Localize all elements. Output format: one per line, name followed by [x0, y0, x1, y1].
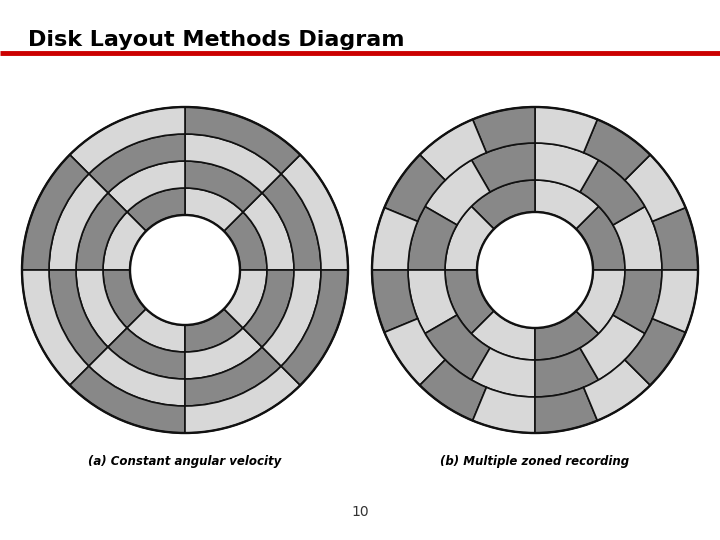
Wedge shape	[262, 174, 321, 270]
Wedge shape	[576, 270, 625, 334]
Wedge shape	[22, 270, 89, 385]
Wedge shape	[70, 366, 185, 433]
Wedge shape	[282, 155, 348, 270]
Wedge shape	[49, 270, 108, 366]
Wedge shape	[584, 360, 650, 421]
Wedge shape	[625, 319, 685, 385]
Wedge shape	[384, 319, 445, 385]
Wedge shape	[76, 270, 127, 347]
Wedge shape	[49, 174, 108, 270]
Wedge shape	[613, 206, 662, 270]
Wedge shape	[108, 328, 185, 379]
Wedge shape	[445, 270, 494, 334]
Wedge shape	[185, 347, 282, 406]
Wedge shape	[282, 270, 348, 385]
Wedge shape	[103, 270, 146, 328]
Wedge shape	[224, 270, 267, 328]
Wedge shape	[185, 366, 300, 433]
Wedge shape	[535, 143, 598, 192]
Wedge shape	[580, 315, 645, 380]
Wedge shape	[425, 160, 490, 225]
Wedge shape	[472, 311, 535, 360]
Wedge shape	[243, 193, 294, 270]
Wedge shape	[384, 155, 445, 221]
Wedge shape	[472, 348, 535, 397]
Wedge shape	[472, 107, 535, 153]
Wedge shape	[76, 193, 127, 270]
Wedge shape	[103, 212, 146, 270]
Wedge shape	[535, 311, 598, 360]
Wedge shape	[584, 119, 650, 180]
Wedge shape	[420, 119, 487, 180]
Wedge shape	[185, 328, 262, 379]
Wedge shape	[652, 270, 698, 333]
Wedge shape	[535, 348, 598, 397]
Wedge shape	[472, 180, 535, 229]
Wedge shape	[243, 270, 294, 347]
Wedge shape	[89, 347, 185, 406]
Wedge shape	[576, 206, 625, 270]
Wedge shape	[372, 207, 418, 270]
Wedge shape	[127, 188, 185, 231]
Wedge shape	[185, 107, 300, 174]
Wedge shape	[535, 180, 598, 229]
Wedge shape	[652, 207, 698, 270]
Wedge shape	[185, 161, 262, 212]
Wedge shape	[535, 387, 598, 433]
Wedge shape	[185, 309, 243, 352]
Wedge shape	[108, 161, 185, 212]
Text: Disk Layout Methods Diagram: Disk Layout Methods Diagram	[28, 30, 405, 50]
Wedge shape	[372, 270, 418, 333]
Wedge shape	[185, 188, 243, 231]
Wedge shape	[580, 160, 645, 225]
Wedge shape	[420, 360, 487, 421]
Wedge shape	[70, 107, 185, 174]
Wedge shape	[535, 107, 598, 153]
Wedge shape	[425, 315, 490, 380]
Text: (b) Multiple zoned recording: (b) Multiple zoned recording	[441, 456, 629, 469]
Circle shape	[477, 212, 593, 328]
Wedge shape	[408, 206, 457, 270]
Wedge shape	[408, 270, 457, 334]
Wedge shape	[625, 155, 685, 221]
Text: 10: 10	[351, 505, 369, 519]
Wedge shape	[224, 212, 267, 270]
Wedge shape	[262, 270, 321, 366]
Circle shape	[130, 215, 240, 325]
Wedge shape	[89, 134, 185, 193]
Wedge shape	[185, 134, 282, 193]
Wedge shape	[613, 270, 662, 334]
Wedge shape	[445, 206, 494, 270]
Wedge shape	[472, 387, 535, 433]
Wedge shape	[127, 309, 185, 352]
Wedge shape	[22, 155, 89, 270]
Text: (a) Constant angular velocity: (a) Constant angular velocity	[89, 456, 282, 469]
Wedge shape	[472, 143, 535, 192]
